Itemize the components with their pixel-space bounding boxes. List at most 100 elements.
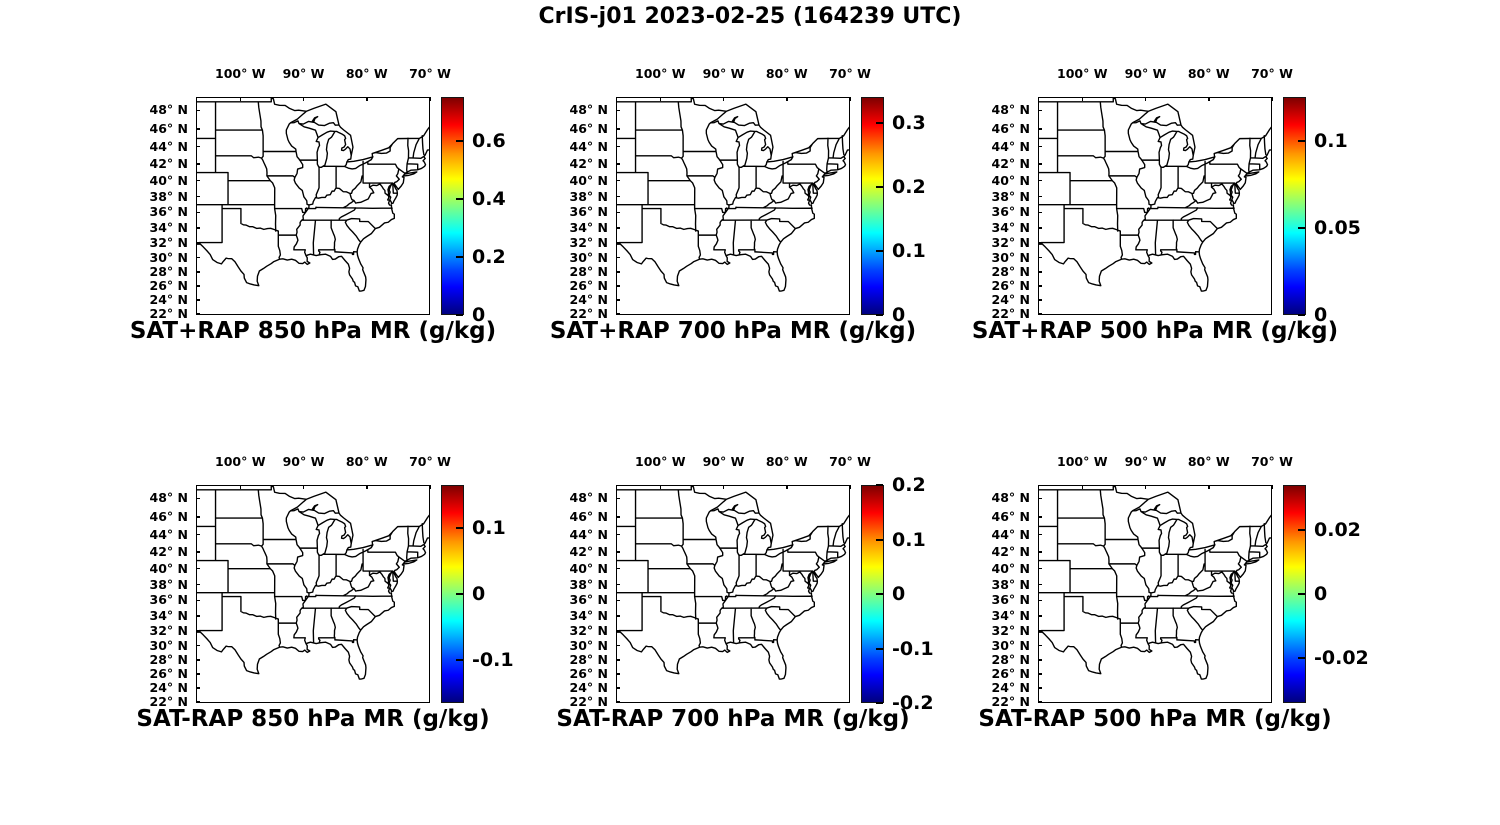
colorbar-tick xyxy=(456,255,463,258)
lon-tick-label: 100° W xyxy=(215,66,266,81)
lat-axis-tick xyxy=(616,285,620,287)
lat-axis-tick xyxy=(196,615,200,617)
lat-tick-label: 42° N xyxy=(991,155,1030,171)
lon-axis-tick xyxy=(429,97,431,101)
colorbar-tick-label: 0.1 xyxy=(892,239,926,262)
lat-tick-label: 30° N xyxy=(569,637,608,653)
lat-axis-tick xyxy=(1038,615,1042,617)
lat-axis-tick xyxy=(616,630,620,632)
lat-axis-tick xyxy=(196,109,200,112)
lat-tick-label: 42° N xyxy=(149,155,188,171)
lat-tick-label: 48° N xyxy=(569,102,608,118)
lat-axis-tick xyxy=(1038,673,1042,675)
lat-axis-tick xyxy=(616,227,620,229)
lat-tick-label: 26° N xyxy=(569,666,608,682)
lat-axis-tick xyxy=(616,163,620,165)
lat-tick-label: 26° N xyxy=(569,278,608,294)
lat-axis-tick xyxy=(196,567,200,570)
lat-axis-tick xyxy=(1038,109,1042,112)
lat-axis-tick xyxy=(196,179,200,182)
lat-axis-tick xyxy=(1038,312,1042,315)
lat-tick-label: 22° N xyxy=(569,693,608,709)
lat-tick-label: 28° N xyxy=(149,651,188,667)
lat-axis-tick xyxy=(196,299,200,301)
lon-axis-tick xyxy=(302,97,305,101)
lon-tick-label: 90° W xyxy=(1124,454,1167,469)
panel-title: SAT+RAP 850 hPa MR (g/kg) xyxy=(129,318,497,344)
lat-axis-tick xyxy=(1038,195,1042,198)
colorbar-tick-label: 0.1 xyxy=(892,528,926,551)
lat-axis-tick xyxy=(616,567,620,570)
lat-tick-label: 46° N xyxy=(569,508,608,524)
lon-tick-label: 90° W xyxy=(282,454,325,469)
lon-tick-label: 90° W xyxy=(1124,66,1167,81)
lat-tick-label: 36° N xyxy=(149,592,188,608)
lat-tick-label: 24° N xyxy=(991,291,1030,307)
lat-axis-tick xyxy=(1038,128,1042,130)
lat-axis-tick xyxy=(616,497,620,500)
colorbar-tick xyxy=(876,484,883,486)
lat-tick-label: 38° N xyxy=(991,188,1030,204)
lat-tick-label: 36° N xyxy=(569,592,608,608)
lat-tick-label: 34° N xyxy=(569,219,608,235)
lat-tick-label: 40° N xyxy=(149,172,188,188)
lat-axis-tick xyxy=(1038,567,1042,570)
lat-tick-label: 44° N xyxy=(149,138,188,154)
lat-axis-tick xyxy=(1038,659,1042,661)
colorbar-tick-label: -0.1 xyxy=(892,637,934,660)
lat-axis-tick xyxy=(1038,583,1042,586)
lon-axis-tick xyxy=(429,485,431,489)
lon-tick-label: 80° W xyxy=(765,454,808,469)
lat-tick-label: 38° N xyxy=(149,188,188,204)
colorbar-tick xyxy=(876,249,883,252)
lat-axis-tick xyxy=(616,583,620,586)
lat-tick-label: 40° N xyxy=(569,560,608,576)
lat-tick-label: 34° N xyxy=(991,607,1030,623)
lat-axis-tick xyxy=(1038,242,1042,244)
lat-tick-label: 30° N xyxy=(991,249,1030,265)
lon-axis-tick xyxy=(1081,97,1084,101)
lat-axis-tick xyxy=(196,659,200,661)
map-axes xyxy=(616,97,850,315)
lat-axis-tick xyxy=(616,533,620,536)
colorbar-tick xyxy=(876,121,883,124)
lon-tick-label: 90° W xyxy=(702,66,745,81)
lat-tick-label: 40° N xyxy=(569,172,608,188)
lat-tick-label: 26° N xyxy=(991,666,1030,682)
lat-tick-label: 42° N xyxy=(569,543,608,559)
lat-tick-label: 44° N xyxy=(991,526,1030,542)
lat-axis-tick xyxy=(1038,256,1042,259)
us-states-basemap xyxy=(1039,98,1271,292)
colorbar-tick-label: 0.6 xyxy=(472,129,506,152)
lat-tick-label: 32° N xyxy=(149,234,188,250)
colorbar-tick-label: 0 xyxy=(1314,583,1328,605)
lat-axis-tick xyxy=(616,673,620,675)
lat-tick-label: 30° N xyxy=(149,249,188,265)
lat-axis-tick xyxy=(196,533,200,536)
lat-axis-tick xyxy=(1038,497,1042,500)
lat-axis-tick xyxy=(616,312,620,315)
lat-tick-label: 24° N xyxy=(149,291,188,307)
lat-tick-label: 28° N xyxy=(991,651,1030,667)
lat-tick-label: 48° N xyxy=(991,490,1030,506)
lon-axis-tick xyxy=(722,97,725,101)
lat-axis-tick xyxy=(196,211,200,214)
lon-tick-label: 100° W xyxy=(1057,454,1108,469)
colorbar-tick-label: -0.2 xyxy=(892,692,934,714)
lat-axis-tick xyxy=(196,227,200,229)
lon-tick-label: 100° W xyxy=(215,454,266,469)
lat-axis-tick xyxy=(196,599,200,602)
lat-tick-label: 32° N xyxy=(569,622,608,638)
lat-axis-tick xyxy=(1038,227,1042,229)
lat-axis-tick xyxy=(196,700,200,703)
colorbar-tick xyxy=(456,314,463,316)
lon-tick-label: 80° W xyxy=(1187,454,1230,469)
lat-tick-label: 32° N xyxy=(569,234,608,250)
colorbar-tick xyxy=(1298,226,1305,229)
lon-axis-tick xyxy=(1144,485,1147,489)
lat-axis-tick xyxy=(196,583,200,586)
lat-tick-label: 40° N xyxy=(991,172,1030,188)
lat-tick-label: 22° N xyxy=(991,693,1030,709)
colorbar-tick xyxy=(1298,314,1305,316)
